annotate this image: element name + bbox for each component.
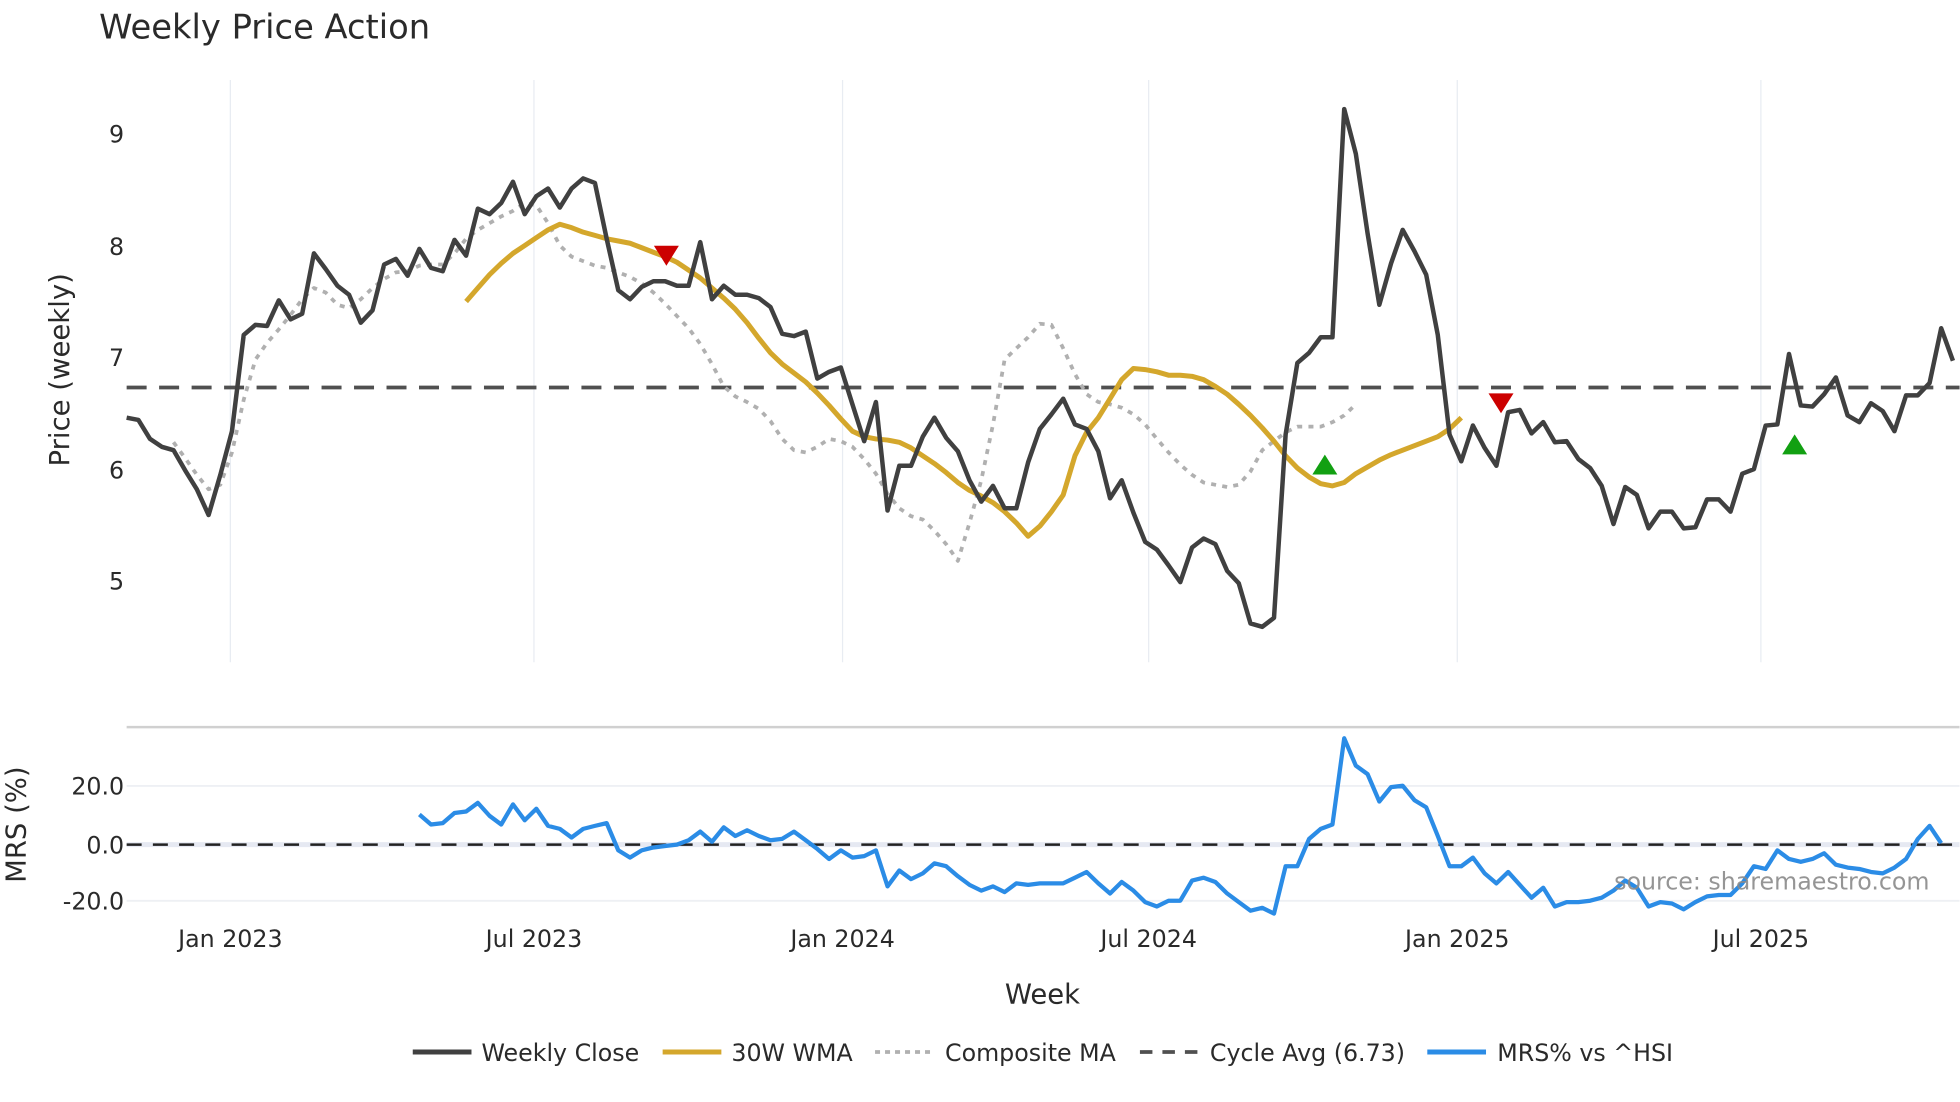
- buy-signal-marker-icon: [1312, 454, 1338, 475]
- price-y-axis: 9 8 7 6 5 Price (weekly): [44, 120, 124, 595]
- price-y-axis-title: Price (weekly): [44, 273, 76, 466]
- x-tick-jan-2023: Jan 2023: [176, 925, 282, 953]
- price-tick-9: 9: [109, 120, 124, 148]
- vertical-gridlines: [229, 79, 1762, 663]
- mrs-tick-minus20: -20.0: [63, 888, 124, 916]
- wma-30w-line: [464, 221, 1464, 539]
- legend-label: MRS% vs ^HSI: [1497, 1039, 1673, 1067]
- legend-label: Weekly Close: [481, 1039, 639, 1067]
- mrs-plot-area: [126, 736, 1960, 916]
- legend-item-composite-ma[interactable]: Composite MA: [875, 1039, 1117, 1067]
- legend-label: 30W WMA: [731, 1039, 853, 1067]
- mrs-tick-20: 20.0: [71, 773, 124, 801]
- x-tick-jul-2023: Jul 2023: [484, 925, 583, 953]
- legend-item-weekly-close[interactable]: Weekly Close: [412, 1039, 639, 1067]
- buy-signal-marker-icon: [1782, 434, 1808, 455]
- mrs-tick-0: 0.0: [86, 831, 124, 859]
- legend: Weekly Close 30W WMA Composite MA Cycle …: [412, 1039, 1673, 1067]
- composite-ma-line: [171, 201, 1358, 563]
- legend-item-cycle-avg[interactable]: Cycle Avg (6.73): [1139, 1039, 1405, 1067]
- price-tick-5: 5: [109, 568, 124, 596]
- x-axis: Jan 2023 Jul 2023 Jan 2024 Jul 2024 Jan …: [176, 925, 1809, 1010]
- weekly-close-line: [126, 106, 1956, 630]
- mrs-y-axis-title: MRS (%): [0, 766, 32, 883]
- x-tick-jan-2025: Jan 2025: [1403, 925, 1509, 953]
- chart-title: Weekly Price Action: [99, 8, 430, 47]
- legend-label: Cycle Avg (6.73): [1210, 1039, 1405, 1067]
- price-plot-area: [126, 106, 1960, 630]
- x-axis-title: Week: [1005, 978, 1080, 1010]
- price-tick-8: 8: [109, 233, 124, 261]
- sell-signal-marker-icon: [1488, 393, 1514, 414]
- sell-signal-marker-icon: [653, 245, 679, 266]
- mrs-y-axis: 20.0 0.0 -20.0 MRS (%): [0, 766, 124, 915]
- x-tick-jul-2025: Jul 2025: [1711, 925, 1810, 953]
- legend-item-mrs-hsi[interactable]: MRS% vs ^HSI: [1427, 1039, 1673, 1067]
- x-tick-jul-2024: Jul 2024: [1098, 925, 1197, 953]
- mrs-hsi-line: [417, 736, 1943, 916]
- legend-item-30w-wma[interactable]: 30W WMA: [662, 1039, 854, 1067]
- legend-label: Composite MA: [945, 1039, 1117, 1067]
- x-tick-jan-2024: Jan 2024: [788, 925, 894, 953]
- price-tick-7: 7: [109, 344, 124, 372]
- price-tick-6: 6: [109, 457, 124, 485]
- source-watermark: source: sharemaestro.com: [1614, 868, 1929, 896]
